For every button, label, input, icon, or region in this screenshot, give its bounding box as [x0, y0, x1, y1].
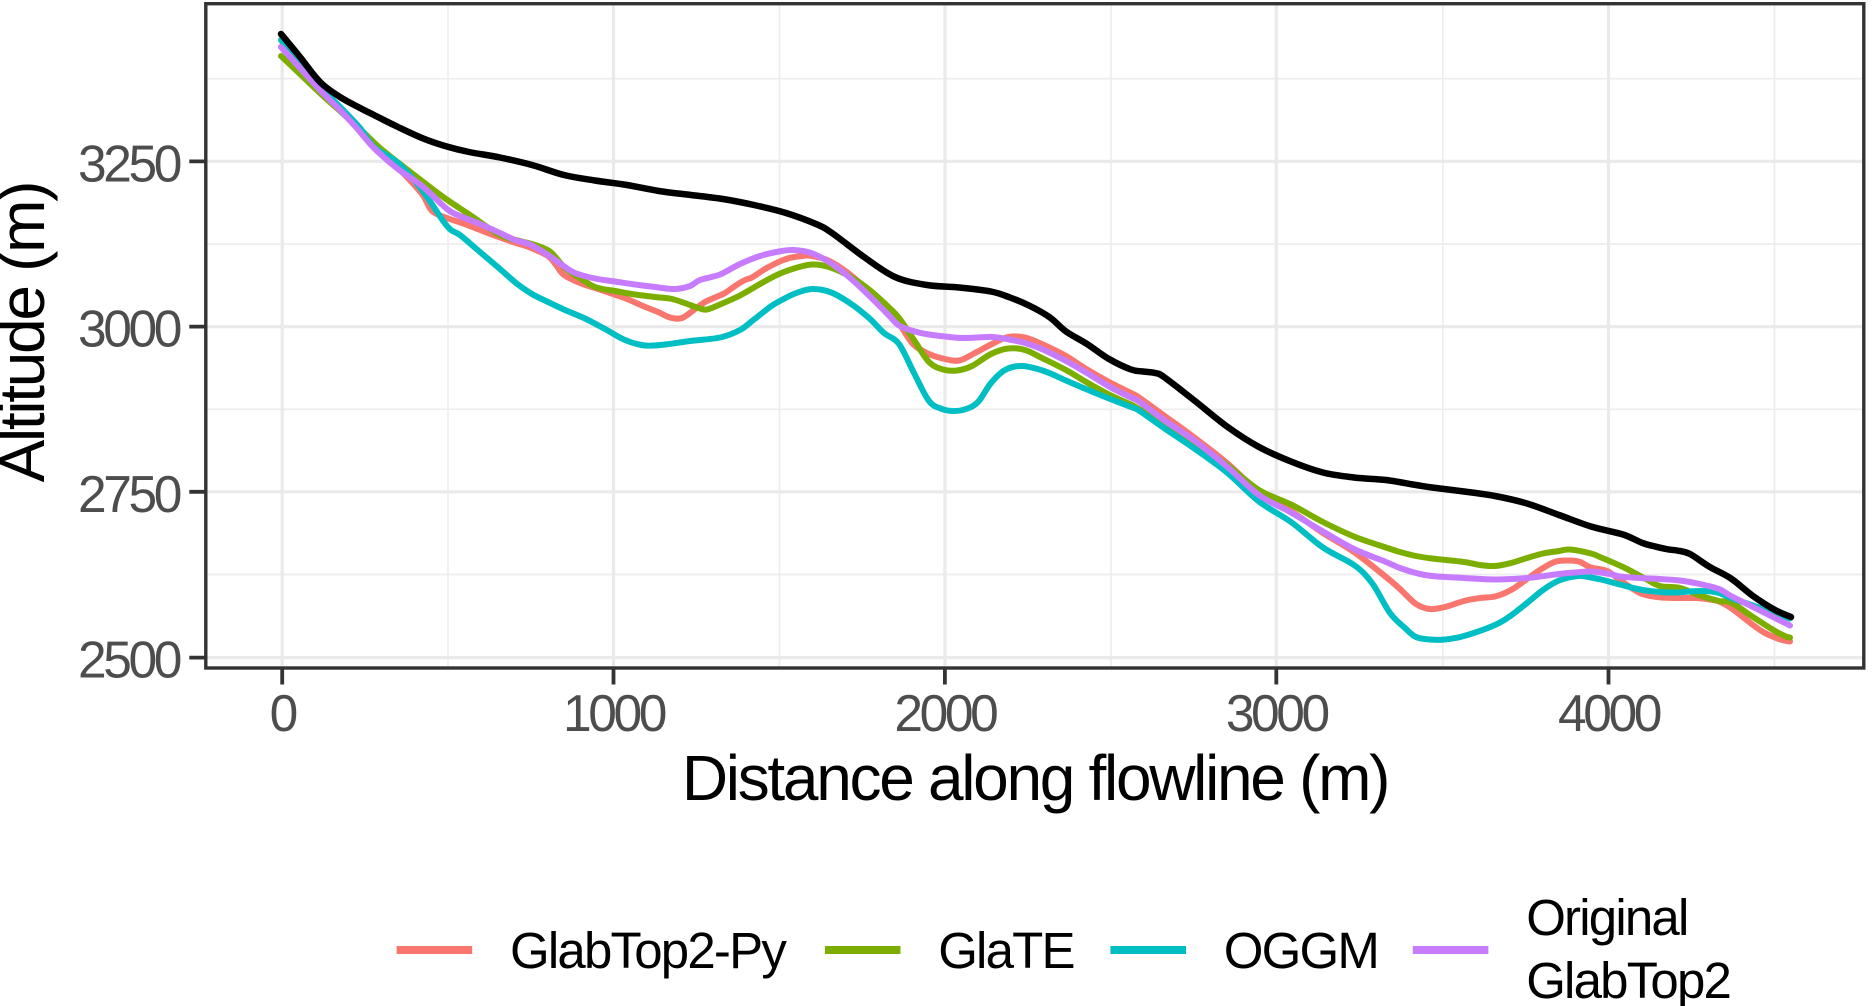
- svg-text:0: 0: [270, 684, 297, 742]
- svg-text:GlabTop2: GlabTop2: [1526, 952, 1730, 1006]
- svg-text:GlaTE: GlaTE: [938, 922, 1074, 979]
- svg-text:2500: 2500: [78, 631, 181, 689]
- svg-text:3250: 3250: [78, 134, 181, 192]
- svg-text:3000: 3000: [78, 300, 181, 358]
- svg-text:2000: 2000: [894, 684, 997, 742]
- svg-text:4000: 4000: [1558, 684, 1661, 742]
- svg-text:Original: Original: [1526, 889, 1687, 946]
- svg-text:OGGM: OGGM: [1224, 922, 1378, 979]
- svg-text:2750: 2750: [78, 465, 181, 523]
- svg-text:1000: 1000: [563, 684, 666, 742]
- svg-text:3000: 3000: [1226, 684, 1329, 742]
- svg-text:Distance along flowline (m): Distance along flowline (m): [682, 742, 1388, 814]
- svg-text:Altitude (m): Altitude (m): [0, 183, 58, 483]
- svg-text:GlabTop2-Py: GlabTop2-Py: [510, 922, 787, 979]
